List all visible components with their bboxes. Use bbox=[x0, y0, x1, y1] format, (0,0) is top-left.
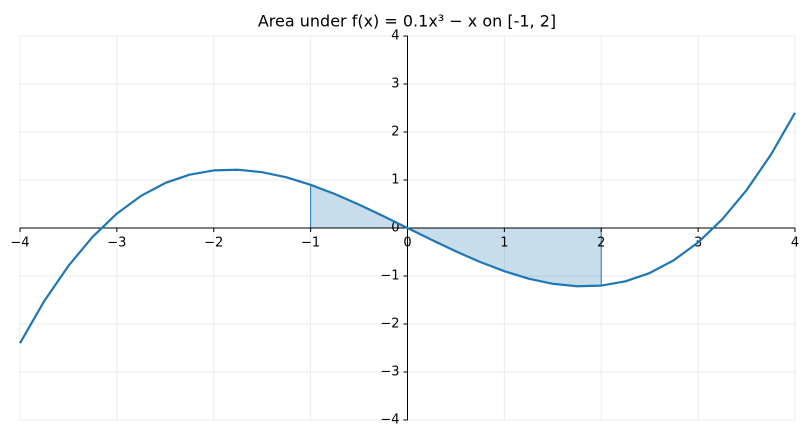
x-tick-label: −3 bbox=[107, 236, 126, 251]
y-tick-label: 3 bbox=[391, 77, 399, 92]
x-tick-label: −1 bbox=[301, 236, 320, 251]
y-tick-label: −3 bbox=[380, 365, 399, 380]
line bbox=[19, 112, 796, 344]
x-tick-label: 1 bbox=[500, 236, 508, 251]
shaded-area bbox=[310, 184, 602, 287]
chart-title: Area under f(x) = 0.1x³ − x on [-1, 2] bbox=[258, 12, 556, 31]
x-tick-label: −2 bbox=[204, 236, 223, 251]
y-tick-label: 1 bbox=[391, 173, 399, 188]
y-tick-label: −2 bbox=[380, 317, 399, 332]
x-tick-label: 4 bbox=[791, 236, 799, 251]
y-tick-label: 2 bbox=[391, 125, 399, 140]
y-tick-label: −4 bbox=[380, 413, 399, 428]
x-tick-label: −4 bbox=[10, 236, 29, 251]
y-tick-label: 0 bbox=[391, 221, 399, 236]
y-tick-label: 4 bbox=[391, 29, 399, 44]
x-tick-label: 2 bbox=[597, 236, 605, 251]
y-tick-label: −1 bbox=[380, 269, 399, 284]
x-tick-label: 0 bbox=[403, 236, 411, 251]
